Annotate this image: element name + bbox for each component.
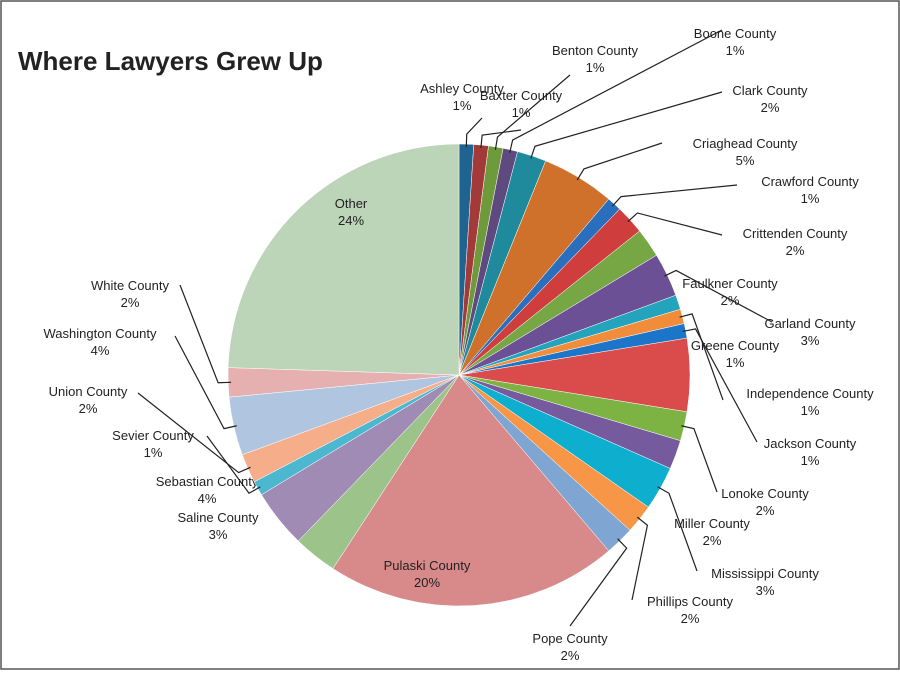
leader-line [631, 516, 649, 601]
slice-value: 2% [756, 503, 775, 518]
slice-value: 5% [736, 153, 755, 168]
slice-label: Criaghead County 5% [693, 136, 798, 168]
slice-value: 3% [209, 527, 228, 542]
leader-line [569, 538, 628, 627]
slice-label: Sevier County 1% [112, 428, 194, 460]
slice-name: Baxter County [480, 88, 563, 103]
slice-label: Pulaski County 20% [384, 558, 471, 590]
slice-label: Saline County 3% [178, 510, 259, 542]
chart-title: Where Lawyers Grew Up [18, 46, 323, 76]
slice-name: Miller County [674, 516, 750, 531]
slice-label: Washington County 4% [44, 326, 157, 358]
leader-line [465, 117, 483, 148]
slice-label: Crawford County 1% [761, 174, 859, 206]
slice-value: 1% [801, 191, 820, 206]
slice-name: Ashley County [420, 81, 504, 96]
slice-name: Clark County [732, 83, 808, 98]
slice-label: Lonoke County 2% [721, 486, 809, 518]
slice-label: White County 2% [91, 278, 170, 310]
slice-value: 2% [703, 533, 722, 548]
leader-line [137, 392, 251, 474]
leader-line [682, 328, 758, 443]
slice-value: 1% [726, 355, 745, 370]
slice-label: Boone County 1% [694, 26, 777, 58]
slice-name: Benton County [552, 43, 639, 58]
slice-label: Union County 2% [49, 384, 128, 416]
slice-name: Sevier County [112, 428, 194, 443]
slice-label: Other 24% [335, 196, 368, 228]
slice-value: 2% [786, 243, 805, 258]
slice-name: Boone County [694, 26, 777, 41]
pie-slice [332, 374, 610, 607]
slice-name: Other [335, 196, 368, 211]
slice-value: 1% [586, 60, 605, 75]
slice-value: 2% [121, 295, 140, 310]
leader-line [576, 142, 663, 181]
slice-name: Pope County [532, 631, 608, 646]
slice-name: Lonoke County [721, 486, 809, 501]
leader-line [627, 212, 723, 236]
slice-label: Miller County 2% [674, 516, 750, 548]
slice-label: Jackson County 1% [764, 436, 857, 468]
slice-label: Ashley County 1% [420, 81, 504, 113]
slice-value: 2% [761, 100, 780, 115]
slice-name: Pulaski County [384, 558, 471, 573]
leader-line [611, 184, 738, 207]
leader-line [530, 91, 723, 159]
pie-slice [227, 143, 460, 376]
slice-value: 4% [91, 343, 110, 358]
slice-value: 1% [144, 445, 163, 460]
slice-name: Greene County [691, 338, 780, 353]
slice-name: Faulkner County [682, 276, 778, 291]
leader-line [657, 486, 698, 572]
slice-label: Benton County 1% [552, 43, 639, 75]
slice-value: 2% [561, 648, 580, 663]
slice-value: 1% [726, 43, 745, 58]
slice-name: Saline County [178, 510, 259, 525]
slice-value: 1% [512, 105, 531, 120]
slice-label: Sebastian County 4% [156, 474, 259, 506]
slice-name: White County [91, 278, 170, 293]
slice-value: 1% [453, 98, 472, 113]
slice-value: 4% [198, 491, 217, 506]
leader-line [174, 335, 237, 430]
slice-label: Phillips County 2% [647, 594, 733, 626]
leader-line [206, 435, 261, 495]
slice-name: Criaghead County [693, 136, 798, 151]
slice-name: Jackson County [764, 436, 857, 451]
slice-value: 24% [338, 213, 364, 228]
slice-value: 3% [801, 333, 820, 348]
leader-line [679, 313, 724, 401]
slice-name: Garland County [764, 316, 856, 331]
leader-line [494, 74, 571, 151]
slice-name: Mississippi County [711, 566, 819, 581]
leader-line [480, 129, 522, 149]
slice-name: Independence County [746, 386, 874, 401]
slice-name: Sebastian County [156, 474, 259, 489]
slice-label: Greene County 1% [691, 338, 780, 370]
slice-label: Pope County 2% [532, 631, 608, 663]
slice-name: Washington County [44, 326, 157, 341]
slice-name: Union County [49, 384, 128, 399]
slice-name: Phillips County [647, 594, 733, 609]
slice-label: Crittenden County 2% [743, 226, 848, 258]
slice-label: Clark County 2% [732, 83, 808, 115]
slice-name: Crittenden County [743, 226, 848, 241]
slice-label: Garland County 3% [764, 316, 856, 348]
slice-value: 1% [801, 403, 820, 418]
slice-value: 3% [756, 583, 775, 598]
leader-line [664, 269, 773, 323]
slice-label: Mississippi County 3% [711, 566, 819, 598]
slice-value: 2% [79, 401, 98, 416]
slice-value: 2% [681, 611, 700, 626]
slice-label: Independence County 1% [746, 386, 874, 418]
leader-line [509, 29, 723, 153]
leader-line [681, 425, 718, 493]
slice-value: 1% [801, 453, 820, 468]
slice-value: 20% [414, 575, 440, 590]
leader-line [179, 284, 232, 384]
slice-name: Crawford County [761, 174, 859, 189]
